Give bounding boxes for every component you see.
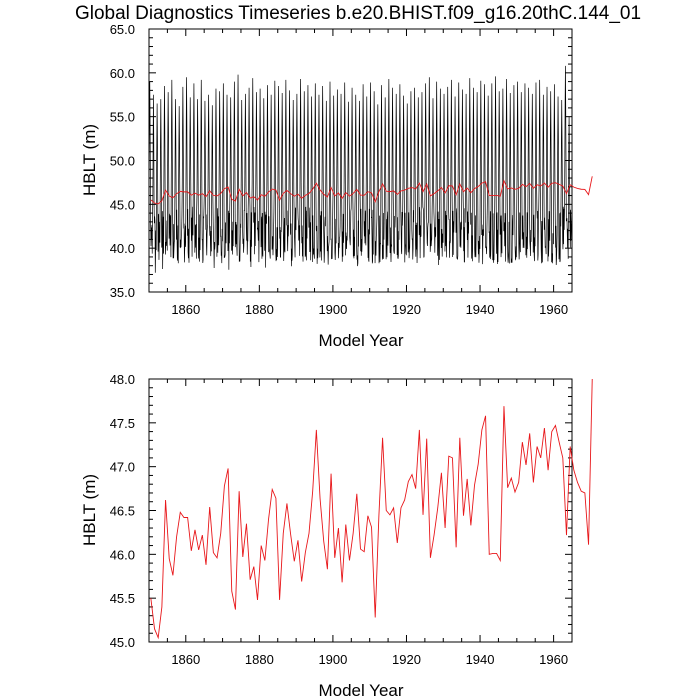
top-x-tick-label: 1940 bbox=[466, 302, 495, 317]
bottom-x-tick-label: 1960 bbox=[539, 652, 568, 667]
bottom-x-tick-label: 1940 bbox=[466, 652, 495, 667]
bottom-y-tick-label: 46.0 bbox=[110, 547, 135, 562]
bottom-tick-labels: 1860 1880 1900 1920 1940 1960 45.0 45.5 46.0 46.5… bbox=[110, 372, 568, 667]
bottom-y-tick-label: 48.0 bbox=[110, 372, 135, 387]
bottom-plot-area bbox=[150, 378, 593, 640]
bottom-y-tick-label: 45.5 bbox=[110, 591, 135, 606]
bottom-x-tick-label: 1920 bbox=[392, 652, 421, 667]
bottom-y-tick-label: 47.5 bbox=[110, 416, 135, 431]
bottom-y-tick-label: 45.0 bbox=[110, 635, 135, 650]
bottom-x-axis-label: Model Year bbox=[318, 681, 403, 700]
top-x-axis-label: Model Year bbox=[318, 331, 403, 350]
top-y-tick-label: 35.0 bbox=[110, 285, 135, 300]
figure-title: Global Diagnostics Timeseries b.e20.BHIS… bbox=[75, 3, 641, 24]
bottom-y-tick-label: 46.5 bbox=[110, 504, 135, 519]
bottom-plot-frame bbox=[148, 378, 573, 643]
top-monthly-series-line bbox=[148, 65, 573, 273]
top-y-tick-label: 60.0 bbox=[110, 66, 135, 81]
top-x-tick-label: 1960 bbox=[539, 302, 568, 317]
bottom-ticks bbox=[148, 378, 573, 643]
bottom-x-tick-label: 1900 bbox=[318, 652, 347, 667]
bottom-x-tick-label: 1880 bbox=[245, 652, 274, 667]
top-annual-mean-line bbox=[150, 176, 593, 205]
top-y-tick-label: 40.0 bbox=[110, 241, 135, 256]
bottom-annual-mean-line bbox=[150, 378, 593, 640]
top-x-tick-label: 1880 bbox=[245, 302, 274, 317]
top-plot-area bbox=[148, 65, 593, 273]
bottom-y-axis-label: HBLT (m) bbox=[80, 474, 99, 546]
top-y-tick-label: 50.0 bbox=[110, 154, 135, 169]
bottom-panel: 1860 1880 1900 1920 1940 1960 45.0 45.5 46.0 46.5… bbox=[80, 372, 593, 700]
top-panel: 1860 1880 1900 1920 1940 1960 35.0 40.0 45.0 50.0… bbox=[80, 22, 593, 350]
top-x-tick-label: 1860 bbox=[171, 302, 200, 317]
top-y-tick-label: 65.0 bbox=[110, 22, 135, 37]
top-x-tick-label: 1920 bbox=[392, 302, 421, 317]
bottom-x-tick-label: 1860 bbox=[171, 652, 200, 667]
bottom-y-tick-label: 47.0 bbox=[110, 460, 135, 475]
top-x-tick-label: 1900 bbox=[318, 302, 347, 317]
top-y-tick-label: 45.0 bbox=[110, 197, 135, 212]
top-tick-labels: 1860 1880 1900 1920 1940 1960 35.0 40.0 45.0 50.0… bbox=[110, 22, 568, 317]
top-y-tick-label: 55.0 bbox=[110, 110, 135, 125]
top-y-axis-label: HBLT (m) bbox=[80, 124, 99, 196]
